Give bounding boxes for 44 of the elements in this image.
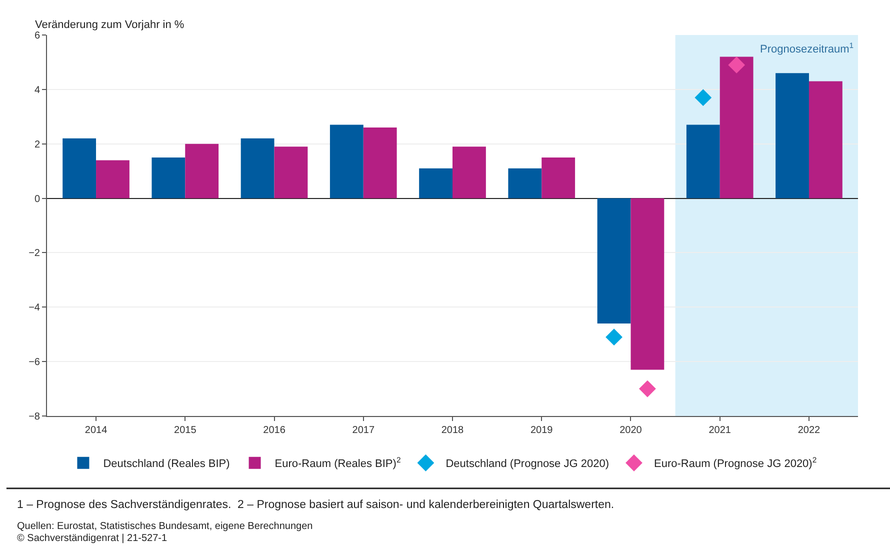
- bar: [363, 128, 397, 198]
- bar: [808, 81, 842, 198]
- source-note: Quellen: Eurostat, Statistisches Bundesamt, eigene Berechnungen: [17, 521, 313, 532]
- y-tick-label: 0: [34, 194, 40, 205]
- bar: [62, 138, 96, 198]
- legend-label: Deutschland (Reales BIP): [103, 458, 230, 470]
- x-tick-label: 2022: [798, 425, 821, 436]
- y-tick-label: −2: [28, 248, 40, 260]
- y-axis-title: Veränderung zum Vorjahr in %: [35, 19, 184, 31]
- bar: [240, 138, 274, 198]
- bar: [152, 157, 186, 198]
- x-tick-label: 2018: [441, 425, 464, 436]
- y-tick-label: −8: [28, 412, 40, 422]
- x-tick-label: 2016: [263, 425, 286, 436]
- x-tick-label: 2014: [84, 425, 108, 436]
- x-tick-label: 2015: [174, 425, 197, 436]
- bar: [542, 157, 576, 198]
- text: © Sachverständigenrat | 21-527-1: [17, 533, 168, 544]
- bar: [776, 73, 809, 198]
- x-tick-label: 2017: [352, 425, 375, 436]
- bar: [597, 198, 631, 324]
- text: 1 – Prognose des Sachverständigenrates. 2 – Prognose basiert auf saison- und kalenderbereinigten Quartalswerten.: [17, 499, 614, 511]
- legend-label: Euro-Raum (Prognose JG 2020)$^{2}$: [654, 456, 817, 470]
- y-tick-label: 4: [34, 84, 40, 96]
- y-tick-label: −6: [28, 357, 40, 368]
- legend-label: Deutschland (Prognose JG 2020): [446, 458, 609, 470]
- y-tick-label: −4: [28, 302, 40, 314]
- bar: [720, 56, 754, 198]
- bar: [96, 160, 130, 198]
- x-tick-label: 2021: [708, 425, 732, 436]
- bar: [686, 124, 720, 198]
- x-tick-label: 2020: [620, 425, 642, 436]
- legend-label: Euro-Raum (Reales BIP)$^{2}$: [274, 456, 401, 470]
- bar: [508, 168, 542, 198]
- x-tick-label: 2019: [530, 425, 554, 436]
- bar: [452, 146, 486, 198]
- band-label: Prognosezeitraum$^{1}$: [760, 41, 854, 56]
- bar: [185, 144, 219, 198]
- y-tick-label: 6: [34, 30, 40, 42]
- y-tick-label: 2: [34, 139, 40, 150]
- bar: [274, 146, 308, 198]
- bar: [330, 124, 364, 198]
- bar: [630, 198, 664, 370]
- bar: [419, 168, 452, 198]
